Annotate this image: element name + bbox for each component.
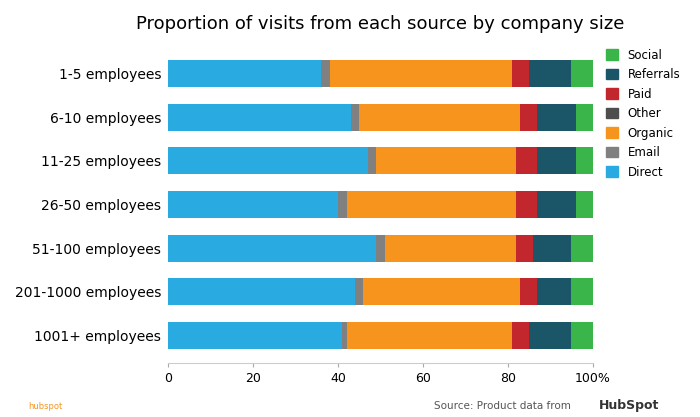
Bar <box>512 322 529 349</box>
Bar <box>538 147 575 174</box>
Bar <box>346 322 512 349</box>
Bar <box>575 147 593 174</box>
Bar <box>575 191 593 218</box>
Bar <box>512 60 529 87</box>
Bar <box>538 104 575 131</box>
Text: Source: Product data from: Source: Product data from <box>434 401 574 411</box>
Text: hubspot: hubspot <box>28 402 62 411</box>
Bar <box>516 191 538 218</box>
Bar <box>529 60 571 87</box>
Bar <box>571 235 593 261</box>
Bar <box>533 235 571 261</box>
Bar <box>168 278 355 305</box>
Bar <box>355 278 363 305</box>
Bar <box>521 104 538 131</box>
Bar <box>538 191 575 218</box>
Bar <box>338 191 346 218</box>
Bar <box>168 104 351 131</box>
Bar <box>363 278 521 305</box>
Bar <box>538 278 571 305</box>
Text: HubSpot: HubSpot <box>598 399 659 412</box>
Title: Proportion of visits from each source by company size: Proportion of visits from each source by… <box>136 15 624 33</box>
Bar <box>168 235 376 261</box>
Bar <box>168 191 338 218</box>
Bar <box>321 60 330 87</box>
Bar <box>529 322 571 349</box>
Bar <box>376 147 516 174</box>
Bar <box>351 104 359 131</box>
Bar <box>571 278 593 305</box>
Bar <box>376 235 385 261</box>
Bar <box>516 147 538 174</box>
Bar <box>521 278 538 305</box>
Bar <box>168 322 342 349</box>
Bar <box>571 322 593 349</box>
Bar <box>359 104 521 131</box>
Bar <box>346 191 516 218</box>
Bar <box>385 235 516 261</box>
Bar <box>516 235 533 261</box>
Bar <box>168 60 321 87</box>
Legend: Social, Referrals, Paid, Other, Organic, Email, Direct: Social, Referrals, Paid, Other, Organic,… <box>603 45 684 182</box>
Bar <box>368 147 376 174</box>
Bar <box>571 60 593 87</box>
Bar <box>575 104 593 131</box>
Bar <box>330 60 512 87</box>
Bar <box>342 322 346 349</box>
Bar <box>168 147 368 174</box>
